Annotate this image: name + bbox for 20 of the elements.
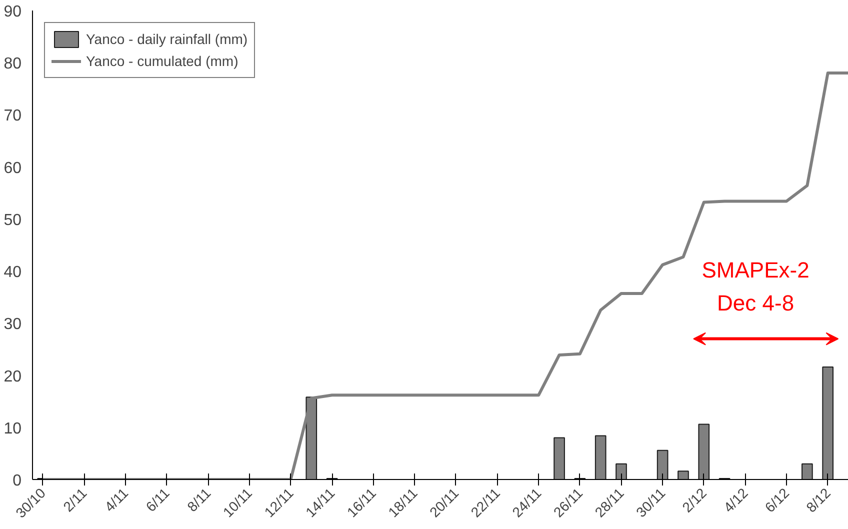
annotation: SMAPEx-2 Dec 4-8 [702, 258, 810, 316]
y-tick-label: 60 [4, 160, 22, 177]
x-tick-label: 8/11 [184, 484, 214, 515]
legend-label: Yanco - daily rainfall (mm) [86, 31, 248, 47]
x-tick-label: 6/11 [142, 484, 173, 515]
x-tick-label: 4/11 [101, 484, 132, 515]
legend-label: Yanco - cumulated (mm) [86, 53, 238, 69]
x-tick-label: 2/11 [60, 484, 90, 515]
x-tick-label: 8/12 [802, 484, 834, 516]
y-tick-label: 10 [4, 420, 22, 438]
y-tick-label: 0 [12, 472, 22, 490]
y-tick-label: 30 [4, 316, 22, 334]
y-tick-label: 80 [4, 56, 22, 73]
y-tick-label: 50 [4, 212, 22, 229]
y-tick-label: 90 [4, 4, 22, 20]
x-tick-label: 6/12 [762, 484, 792, 516]
y-tick-label: 40 [4, 264, 22, 282]
y-tick-label: 70 [4, 108, 22, 125]
x-tick-label: 4/12 [720, 484, 752, 516]
y-tick-label: 20 [4, 368, 22, 386]
